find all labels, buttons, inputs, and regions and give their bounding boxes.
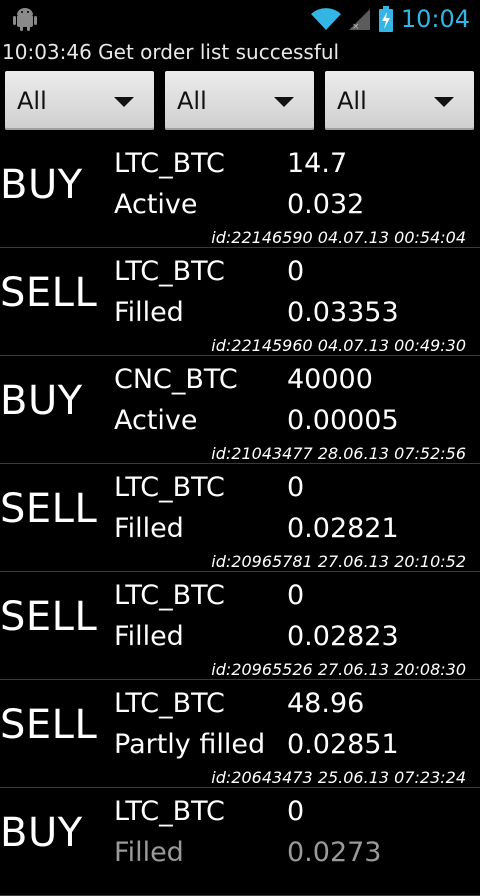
filter-spinner-2[interactable]: All	[165, 71, 314, 130]
order-side: SELL	[0, 702, 98, 748]
order-pair: LTC_BTC	[114, 472, 225, 503]
order-side: BUY	[0, 378, 83, 424]
order-state: Partly filled	[114, 729, 266, 760]
battery-charging-icon	[378, 6, 393, 32]
order-state: Filled	[114, 513, 184, 544]
order-row[interactable]: BUY LTC_BTC 14.7 Active 0.032 id:2214659…	[0, 140, 480, 248]
order-side: SELL	[0, 594, 98, 640]
wifi-icon	[310, 8, 341, 30]
signal-icon: ×	[348, 9, 370, 31]
order-price: 0.03353	[287, 297, 399, 328]
order-side: BUY	[0, 810, 83, 856]
order-pair: LTC_BTC	[114, 580, 225, 611]
order-state: Filled	[114, 837, 184, 868]
order-amount: 0	[287, 796, 305, 827]
order-state: Active	[114, 405, 198, 436]
order-meta: id:20965781 27.06.13 20:10:52	[211, 552, 466, 571]
filter-spinner-1[interactable]: All	[5, 71, 154, 130]
spinner-label: All	[177, 87, 207, 115]
order-amount: 14.7	[287, 148, 348, 179]
order-row[interactable]: BUY LTC_BTC 0 Filled 0.0273	[0, 788, 480, 896]
order-amount: 0	[287, 472, 305, 503]
chevron-down-icon	[434, 97, 454, 107]
filter-bar: All All All	[5, 71, 475, 131]
order-price: 0.02851	[287, 729, 399, 760]
chevron-down-icon	[274, 97, 294, 107]
chevron-down-icon	[114, 97, 134, 107]
order-amount: 40000	[287, 364, 373, 395]
order-price: 0.02823	[287, 621, 399, 652]
order-side: SELL	[0, 486, 98, 532]
spinner-label: All	[337, 87, 367, 115]
order-amount: 48.96	[287, 688, 365, 719]
order-amount: 0	[287, 580, 305, 611]
spinner-label: All	[17, 87, 47, 115]
order-side: SELL	[0, 270, 98, 316]
order-pair: LTC_BTC	[114, 688, 225, 719]
order-pair: LTC_BTC	[114, 796, 225, 827]
order-row[interactable]: SELL LTC_BTC 0 Filled 0.02821 id:2096578…	[0, 464, 480, 572]
order-row[interactable]: SELL LTC_BTC 48.96 Partly filled 0.02851…	[0, 680, 480, 788]
order-row[interactable]: SELL LTC_BTC 0 Filled 0.02823 id:2096552…	[0, 572, 480, 680]
order-list[interactable]: BUY LTC_BTC 14.7 Active 0.032 id:2214659…	[0, 140, 480, 896]
order-pair: CNC_BTC	[114, 364, 238, 395]
order-meta: id:22146590 04.07.13 00:54:04	[211, 228, 466, 247]
order-row[interactable]: BUY CNC_BTC 40000 Active 0.00005 id:2104…	[0, 356, 480, 464]
status-message: 10:03:46 Get order list successful	[2, 40, 340, 64]
order-meta: id:21043477 28.06.13 07:52:56	[211, 444, 466, 463]
order-meta: id:20965526 27.06.13 20:08:30	[211, 660, 466, 679]
order-meta: id:22145960 04.07.13 00:49:30	[211, 336, 466, 355]
clock: 10:04	[400, 5, 470, 33]
order-pair: LTC_BTC	[114, 148, 225, 179]
order-side: BUY	[0, 162, 83, 208]
order-price: 0.02821	[287, 513, 399, 544]
order-state: Active	[114, 189, 198, 220]
status-bar: × 10:04	[0, 0, 480, 38]
order-amount: 0	[287, 256, 305, 287]
order-price: 0.0273	[287, 837, 382, 868]
android-debug-icon	[13, 8, 37, 31]
svg-text:×: ×	[352, 22, 360, 31]
filter-spinner-3[interactable]: All	[325, 71, 474, 130]
order-price: 0.032	[287, 189, 365, 220]
order-row[interactable]: SELL LTC_BTC 0 Filled 0.03353 id:2214596…	[0, 248, 480, 356]
order-state: Filled	[114, 621, 184, 652]
order-pair: LTC_BTC	[114, 256, 225, 287]
order-state: Filled	[114, 297, 184, 328]
order-price: 0.00005	[287, 405, 399, 436]
order-meta: id:20643473 25.06.13 07:23:24	[211, 768, 466, 787]
